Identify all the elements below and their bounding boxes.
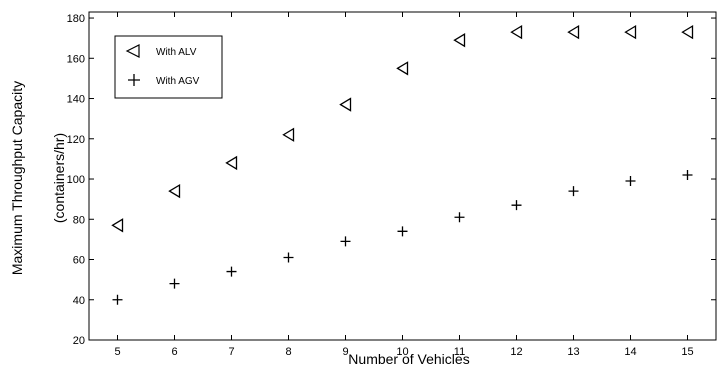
x-tick-label: 5 [114,346,120,358]
alv-point [168,183,181,199]
y-tick-label: 160 [67,53,85,65]
y-tick-label: 180 [67,13,85,25]
legend-marker-agv [128,74,140,86]
alv-point [282,127,295,142]
agv-point [454,212,465,223]
x-tick-label: 15 [681,346,693,358]
legend-box [114,35,223,99]
legend-label-agv: With AGV [156,76,200,87]
legend-label-alv: With ALV [156,47,197,58]
y-tick-label: 60 [73,255,85,267]
x-tick-label: 12 [510,346,522,358]
legend: With ALV With AGV [114,35,223,99]
agv-point [283,252,294,263]
alv-point [396,61,409,76]
agv-point [340,236,351,247]
agv-point [568,186,579,197]
x-tick-label: 10 [396,346,408,358]
agv-point [112,294,123,305]
alv-point [225,155,238,171]
x-tick-label: 14 [624,346,636,358]
agv-point [169,278,180,289]
tick-labels: 5 6 7 8 9 10 11 12 13 14 15 20 40 60 80 100 120 140 160 180 [67,13,694,358]
y-tick-label: 40 [73,295,85,307]
x-tick-label: 9 [342,346,348,358]
agv-point [511,200,522,211]
y-tick-label: 20 [73,335,85,347]
alv-point [567,24,580,40]
y-tick-label: 100 [67,174,85,186]
alv-point [681,24,694,40]
y-tick-label: 120 [67,134,85,146]
y-tick-label: 140 [67,94,85,106]
x-tick-label: 7 [228,346,234,358]
legend-marker-alv [125,44,140,58]
axis-ticks [89,12,716,341]
x-tick-label: 8 [285,346,291,358]
agv-point [397,226,408,237]
alv-point [453,33,466,48]
alv-point [624,24,637,40]
agv-point [682,169,693,180]
alv-point [339,97,352,112]
alv-point [510,24,523,40]
agv-point [625,176,636,187]
data-marks [111,24,694,305]
y-axis-label-line2: (containers/hr) [51,133,67,223]
y-axis-label-line1: Maximum Throughput Capacity [9,81,25,275]
agv-point [226,266,237,277]
x-tick-label: 6 [171,346,177,358]
x-tick-label: 11 [454,346,465,358]
x-axis-label: Number of Vehicles [348,351,469,367]
alv-point [111,218,124,233]
y-tick-label: 80 [73,214,85,226]
x-tick-label: 13 [567,346,579,358]
